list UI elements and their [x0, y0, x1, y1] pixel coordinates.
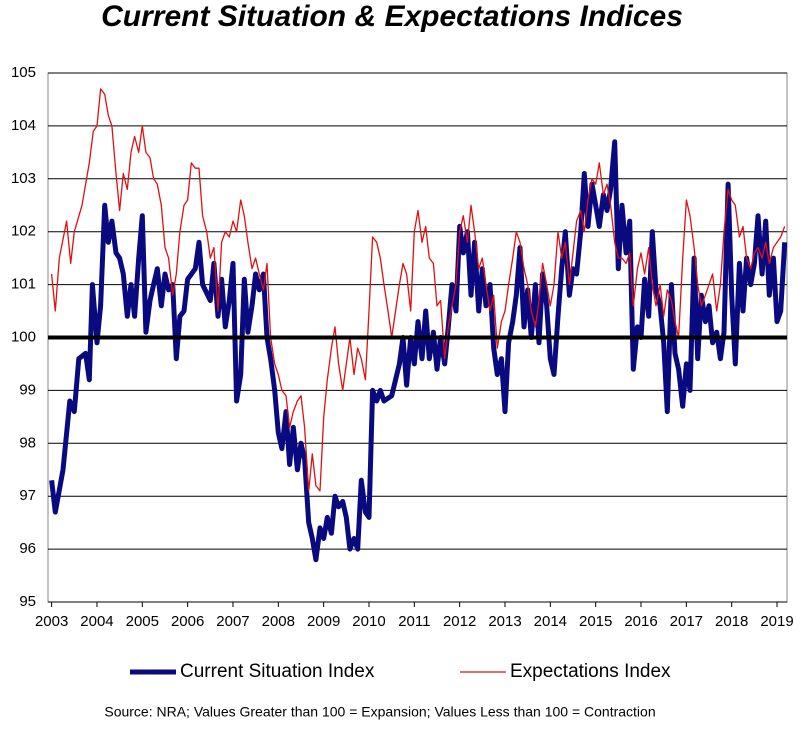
y-tick-label: 100	[11, 328, 36, 345]
x-tick-label: 2016	[624, 613, 657, 630]
y-tick-label: 96	[19, 540, 36, 557]
x-tick-label: 2017	[670, 613, 703, 630]
x-tick-label: 2010	[352, 613, 385, 630]
legend-label: Expectations Index	[510, 661, 671, 682]
y-tick-label: 105	[11, 64, 36, 81]
data-line	[49, 139, 788, 563]
x-tick-label: 2004	[80, 613, 113, 630]
y-tick-label: 99	[19, 381, 36, 398]
x-tick-label: 2018	[715, 613, 748, 630]
x-tick-label: 2015	[579, 613, 612, 630]
legend-label: Current Situation Index	[180, 661, 375, 682]
chart-title: Current Situation & Expectations Indices	[101, 0, 683, 33]
y-tick-label: 102	[11, 223, 36, 240]
x-tick-label: 2012	[443, 613, 476, 630]
x-tick-label: 2008	[262, 613, 295, 630]
y-tick-label: 104	[11, 117, 36, 134]
data-line	[50, 88, 786, 492]
x-tick-label: 2007	[216, 613, 249, 630]
x-tick-label: 2005	[126, 613, 159, 630]
y-tick-label: 98	[19, 434, 36, 451]
x-tick-label: 2013	[488, 613, 521, 630]
x-tick-label: 2006	[171, 613, 204, 630]
source-note: Source: NRA; Values Greater than 100 = E…	[104, 704, 655, 720]
y-tick-label: 95	[19, 593, 36, 610]
y-tick-label: 103	[11, 170, 36, 187]
y-tick-label: 97	[19, 487, 36, 504]
x-tick-label: 2014	[534, 613, 567, 630]
x-tick-label: 2011	[398, 613, 430, 630]
y-tick-label: 101	[11, 276, 36, 293]
x-tick-label: 2009	[307, 613, 340, 630]
x-tick-label: 2019	[760, 613, 793, 630]
x-tick-label: 2003	[35, 613, 68, 630]
